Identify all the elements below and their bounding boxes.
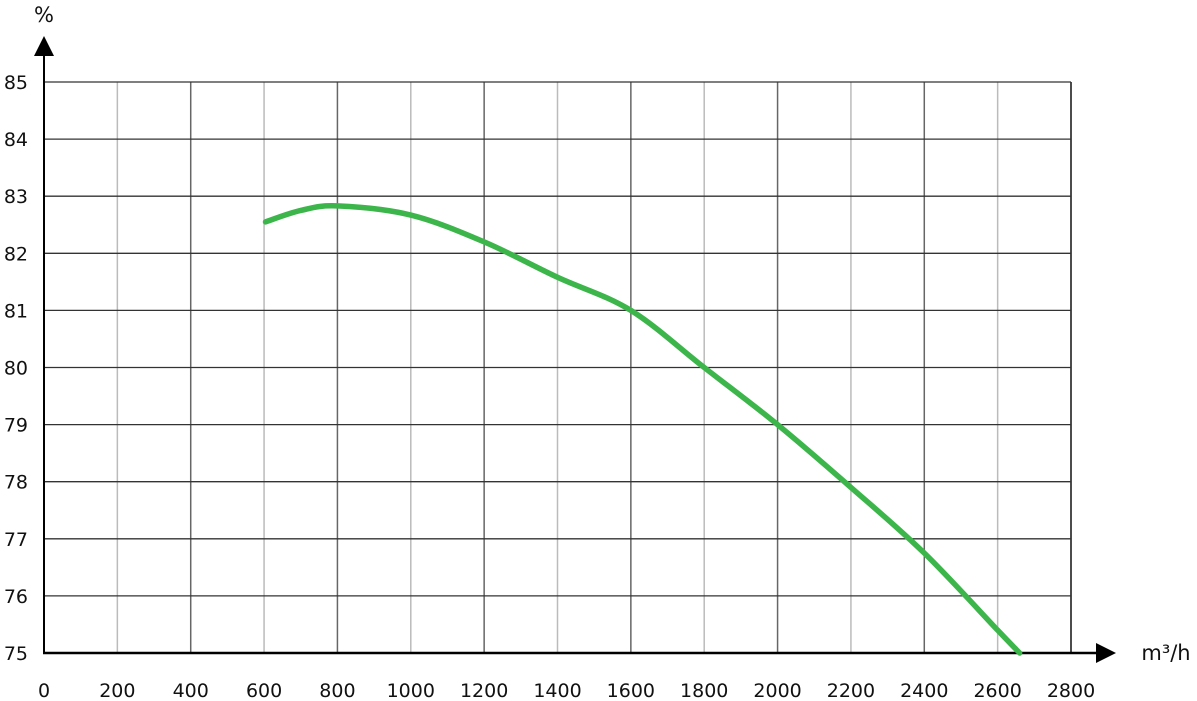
tick-labels: 0 200 400 600 800 1000 1200 1400 1600 1800 2000 220…	[4, 72, 1095, 701]
x-tick-label: 1200	[460, 680, 508, 701]
y-tick-label: 83	[4, 186, 28, 208]
y-tick-label: 85	[4, 72, 28, 94]
y-tick-label: 75	[4, 643, 28, 665]
y-tick-label: 79	[4, 415, 28, 437]
x-tick-label: 2400	[900, 680, 948, 701]
x-axis-label: m³/h	[1141, 641, 1190, 665]
y-tick-label: 76	[4, 586, 28, 608]
x-tick-label: 1800	[680, 680, 728, 701]
x-tick-label: 600	[246, 680, 282, 701]
y-axis-label: %	[34, 3, 54, 27]
x-tick-label: 0	[38, 680, 50, 701]
x-axis-arrow	[1096, 643, 1116, 663]
x-tick-label: 200	[99, 680, 135, 701]
y-tick-label: 84	[4, 129, 28, 151]
x-tick-label: 2800	[1047, 680, 1095, 701]
axes	[34, 36, 1116, 663]
y-tick-label: 80	[4, 358, 28, 380]
x-tick-label: 400	[173, 680, 209, 701]
x-tick-label: 1600	[607, 680, 655, 701]
efficiency-curve	[262, 203, 1023, 656]
x-tick-label: 1400	[533, 680, 581, 701]
y-tick-label: 77	[4, 529, 28, 551]
x-tick-label: 2600	[973, 680, 1021, 701]
y-tick-label: 82	[4, 243, 28, 265]
x-tick-label: 2200	[827, 680, 875, 701]
y-tick-label: 78	[4, 472, 28, 494]
grid	[44, 81, 1072, 653]
series	[262, 203, 1023, 656]
y-tick-label: 81	[4, 300, 28, 322]
y-axis-arrow	[34, 36, 54, 56]
x-tick-label: 800	[319, 680, 355, 701]
x-tick-label: 2000	[753, 680, 801, 701]
x-tick-label: 1000	[387, 680, 435, 701]
